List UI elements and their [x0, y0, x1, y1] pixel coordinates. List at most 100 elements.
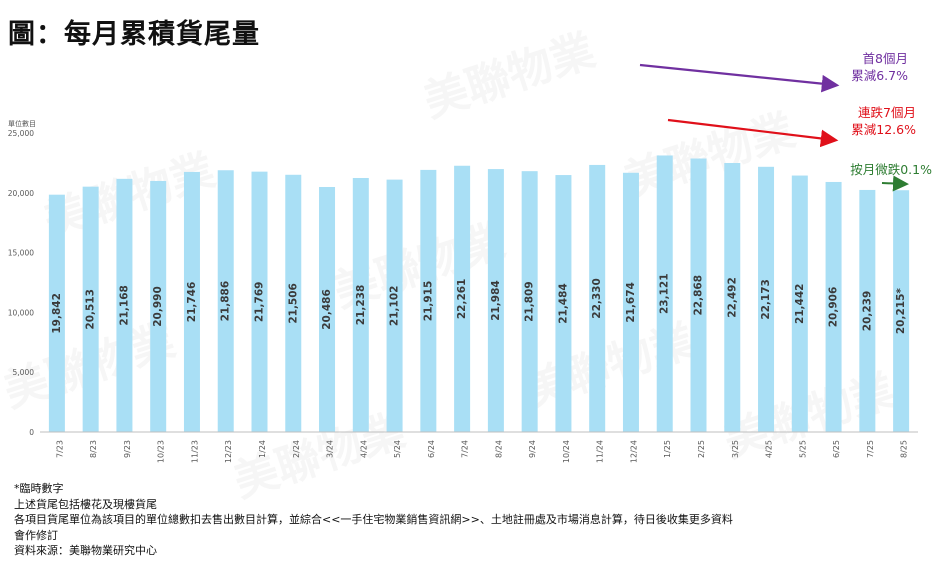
data-label: 21,238 — [355, 285, 367, 326]
bar-5-24 — [386, 179, 403, 432]
bars — [48, 155, 910, 433]
bar-chart: 0 5,000 10,000 15,000 20,000 25,000 19,842 20,… — [8, 63, 918, 463]
bar-9-23 — [116, 178, 133, 432]
x-tick-label: 11/24 — [596, 440, 605, 463]
data-label: 21,886 — [220, 281, 232, 322]
data-label: 23,121 — [659, 273, 671, 314]
y-axis-label: 單位數目 — [8, 120, 36, 128]
footnote: 會作修訂 — [14, 528, 58, 542]
x-tick-label: 9/23 — [123, 440, 132, 458]
data-label: 21,484 — [557, 283, 569, 324]
x-tick-label: 2/25 — [697, 440, 706, 458]
bar-8-25 — [893, 190, 910, 432]
bar-7-23 — [48, 194, 65, 432]
bar-6-25 — [825, 181, 842, 432]
x-axis: 7/23 8/23 9/23 10/23 11/23 12/23 1/24 2/24 3/24 4… — [55, 440, 908, 463]
bar-8-24 — [487, 169, 504, 433]
data-label: 21,506 — [287, 283, 299, 324]
data-label: 22,492 — [726, 277, 738, 318]
bar-5-25 — [791, 175, 808, 432]
data-label: 21,984 — [490, 280, 502, 321]
footnote: 上述貨尾包括樓花及現樓貨尾 — [14, 497, 157, 511]
footnotes: *臨時數字 上述貨尾包括樓花及現樓貨尾 各項目貨尾單位為該項目的單位總數扣去售出… — [14, 481, 733, 559]
footnote: 資料來源：美聯物業研究中心 — [14, 544, 157, 558]
bar-10-23 — [150, 180, 167, 432]
page-title: 圖：每月累積貨尾量 — [8, 19, 260, 50]
y-tick-label: 5,000 — [13, 368, 35, 377]
data-label: 20,513 — [85, 289, 97, 330]
data-label: 20,486 — [321, 289, 333, 330]
data-label: 21,102 — [389, 286, 401, 327]
data-label: 20,215* — [895, 288, 907, 335]
bar-3-24 — [319, 186, 336, 432]
annotation-monthly-change: 按月微跌0.1% — [850, 161, 932, 178]
bar-7-25 — [859, 189, 876, 432]
bar-7-24 — [454, 165, 471, 433]
x-tick-label: 10/24 — [562, 440, 571, 463]
x-tick-label: 12/24 — [629, 440, 638, 463]
x-tick-label: 4/25 — [765, 440, 774, 458]
bar-12-23 — [217, 170, 234, 432]
x-tick-label: 3/24 — [326, 440, 335, 458]
trend-arrow-red — [667, 118, 839, 148]
x-tick-label: 12/23 — [224, 440, 233, 463]
data-label: 20,990 — [152, 286, 164, 327]
x-tick-label: 3/25 — [731, 440, 740, 458]
annotation-line: 連跌7個月 — [858, 105, 916, 120]
x-tick-label: 8/23 — [89, 440, 98, 458]
bar-4-24 — [352, 177, 369, 432]
bar-1-25 — [656, 155, 673, 432]
bar-1-24 — [251, 171, 268, 432]
x-tick-label: 9/24 — [528, 440, 537, 458]
annotation-first-8-months: 首8個月 累減6.7% — [851, 50, 908, 84]
bar-10-24 — [555, 175, 572, 432]
data-label: 22,868 — [693, 275, 705, 316]
x-tick-label: 7/25 — [866, 440, 875, 458]
y-tick-label: 25,000 — [8, 129, 34, 138]
data-label: 21,168 — [118, 285, 130, 326]
footnote: 各項目貨尾單位為該項目的單位總數扣去售出數目計算，並綜合<<一手住宅物業銷售資訊… — [14, 513, 733, 527]
bar-2-25 — [690, 158, 707, 432]
annotation-line: 首8個月 — [862, 51, 908, 66]
data-label: 21,915 — [422, 281, 434, 322]
x-tick-label: 6/25 — [832, 440, 841, 458]
bar-11-24 — [589, 164, 606, 432]
data-label: 22,261 — [456, 279, 468, 320]
bar-8-23 — [82, 186, 99, 432]
bar-2-24 — [285, 174, 302, 432]
footnote: *臨時數字 — [14, 482, 64, 495]
data-label: 21,674 — [625, 282, 637, 323]
data-label: 20,239 — [861, 291, 873, 332]
bar-11-23 — [183, 171, 200, 432]
x-tick-label: 5/24 — [393, 440, 402, 458]
data-label: 21,809 — [524, 281, 536, 322]
trend-arrow-green — [881, 175, 909, 192]
annotation-line: 累減12.6% — [851, 122, 916, 137]
annotation-line: 按月微跌0.1% — [850, 162, 932, 177]
x-tick-label: 5/25 — [798, 440, 807, 458]
bar-9-24 — [521, 171, 538, 432]
x-tick-label: 10/23 — [157, 440, 166, 463]
annotation-7-month-decline: 連跌7個月 累減12.6% — [851, 104, 916, 138]
y-tick-label: 15,000 — [8, 249, 34, 258]
y-tick-label: 10,000 — [8, 308, 34, 317]
y-axis: 0 5,000 10,000 15,000 20,000 25,000 — [8, 129, 34, 437]
data-label: 21,769 — [254, 282, 266, 323]
x-tick-label: 11/23 — [190, 440, 199, 463]
x-tick-label: 7/23 — [55, 440, 64, 458]
bar-3-25 — [724, 162, 741, 433]
data-label: 22,173 — [760, 279, 772, 320]
x-tick-label: 1/25 — [663, 440, 672, 458]
x-tick-label: 6/24 — [427, 440, 436, 458]
annotation-line: 累減6.7% — [851, 68, 908, 83]
bar-6-24 — [420, 169, 437, 432]
y-tick-label: 0 — [29, 428, 34, 437]
data-label: 20,906 — [828, 287, 840, 328]
x-tick-label: 8/25 — [900, 440, 909, 458]
trend-arrow-purple — [639, 63, 840, 93]
data-labels: 19,842 20,513 21,168 20,990 21,746 21,886 21,7… — [51, 273, 907, 334]
bar-12-24 — [622, 172, 639, 432]
x-tick-label: 1/24 — [258, 440, 267, 458]
x-tick-label: 8/24 — [494, 440, 503, 458]
data-label: 21,746 — [186, 282, 198, 323]
